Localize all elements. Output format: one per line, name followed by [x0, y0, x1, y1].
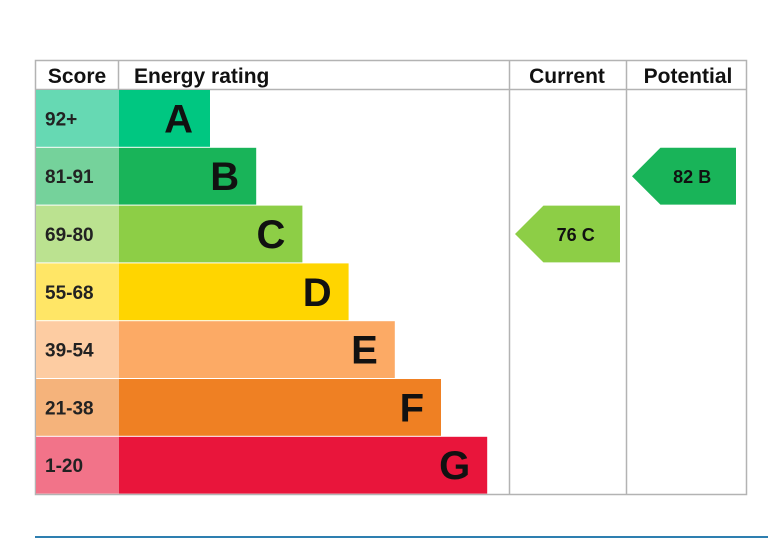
potential-arrow-label: 82 B	[673, 167, 711, 187]
score-cell-f	[36, 379, 119, 436]
band-bar-d	[119, 263, 349, 321]
potential-arrow	[632, 147, 736, 205]
score-label-c: 69-80	[45, 225, 94, 246]
band-bar-b	[119, 147, 257, 205]
band-letter-c: C	[257, 213, 286, 257]
score-label-e: 39-54	[45, 341, 94, 362]
band-bar-g	[119, 436, 488, 494]
band-bar-f	[119, 379, 441, 436]
chart-frame	[34, 59, 748, 496]
band-bar-a	[119, 90, 210, 147]
band-letter-e: E	[351, 329, 378, 373]
score-cell-d	[36, 263, 119, 321]
score-label-d: 55-68	[45, 283, 94, 304]
score-label-b: 81-91	[45, 167, 94, 188]
band-letter-f: F	[400, 386, 424, 430]
score-cell-c	[36, 205, 119, 263]
score-label-a: 92+	[45, 109, 77, 130]
rating-bands: 92+ A 81-91 B 69-80 C 55-68 D 39-54 E 21-38 F 1-20 G	[36, 90, 488, 494]
rating-arrows: 76 C 82 B	[515, 147, 736, 263]
band-letter-a: A	[164, 97, 193, 141]
band-letter-d: D	[303, 271, 332, 315]
score-label-g: 1-20	[45, 456, 83, 477]
score-cell-a	[36, 90, 119, 147]
score-label-f: 21-38	[45, 398, 94, 419]
band-letter-b: B	[210, 155, 239, 199]
band-bar-e	[119, 321, 395, 378]
band-letter-g: G	[439, 444, 470, 488]
header-energy-rating: Energy rating	[134, 65, 269, 88]
score-cell-g	[36, 436, 119, 494]
band-bar-c	[119, 205, 303, 263]
score-cell-b	[36, 147, 119, 205]
current-arrow-label: 76 C	[557, 225, 595, 245]
current-arrow	[515, 205, 620, 263]
header-score: Score	[48, 65, 106, 88]
score-cell-e	[36, 321, 119, 378]
header-current: Current	[529, 65, 605, 88]
header-potential: Potential	[644, 65, 733, 88]
